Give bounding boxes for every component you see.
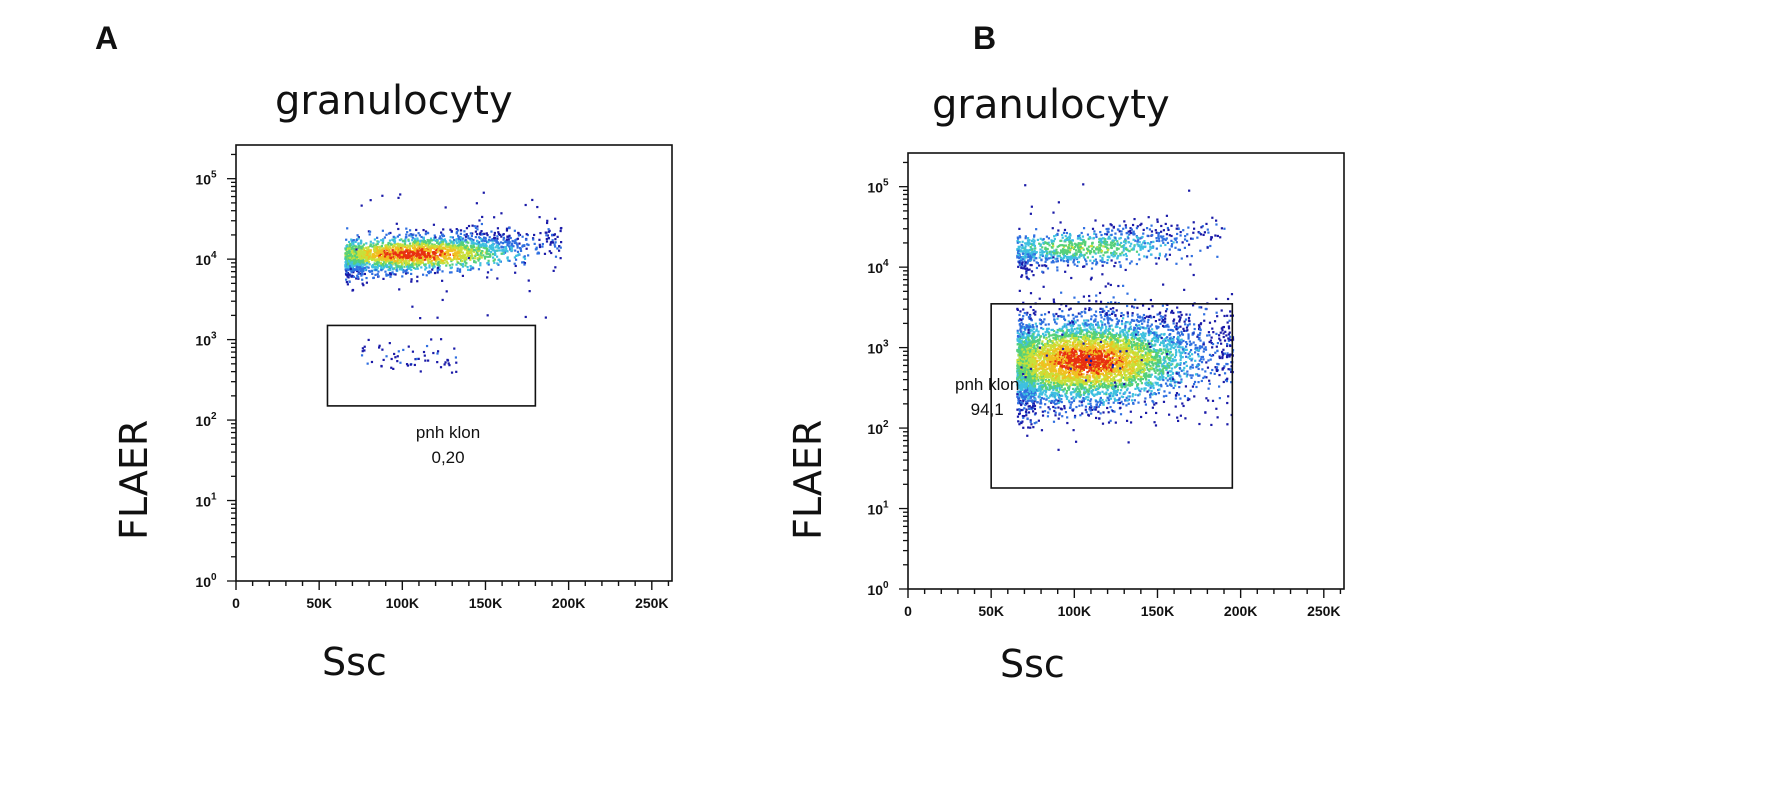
y-tick-label: 104	[867, 258, 889, 276]
x-tick-label: 200K	[1224, 603, 1257, 619]
x-tick-label: 0	[904, 603, 912, 619]
y-tick-label: 103	[867, 339, 889, 357]
chart-title: granulocyty	[275, 78, 513, 124]
event-dots	[1016, 183, 1235, 451]
chart-title: granulocyty	[932, 82, 1170, 128]
x-tick-label: 50K	[306, 595, 332, 611]
x-tick-label: 200K	[552, 595, 585, 611]
y-tick-label: 103	[195, 331, 217, 349]
y-tick-label: 105	[195, 170, 217, 188]
panel-a: A granulocyty FLAER Ssc 0 50K 100K 150K 200K…	[0, 0, 760, 800]
x-tick-label: 150K	[1141, 603, 1174, 619]
plot-frame	[235, 144, 673, 582]
plot-frame	[907, 152, 1345, 590]
x-tick-label: 250K	[635, 595, 668, 611]
gate-rectangle	[990, 303, 1234, 489]
y-tick-label: 102	[195, 411, 217, 429]
panel-b: B granulocyty FLAER Ssc 0 50K 100K 150K 200K…	[770, 0, 1530, 800]
y-tick-label: 100	[867, 580, 889, 598]
event-dots	[344, 191, 563, 374]
y-tick-label: 102	[867, 419, 889, 437]
x-tick-label: 150K	[469, 595, 502, 611]
x-axis-label: Ssc	[322, 640, 387, 684]
x-tick-label: 50K	[978, 603, 1004, 619]
x-tick-label: 0	[232, 595, 240, 611]
x-tick-label: 250K	[1307, 603, 1340, 619]
gate-label: pnh klon	[416, 423, 480, 442]
scatter-plot: 0 50K 100K 150K 200K 250K 100 101 102 103 104 105 pn…	[195, 144, 673, 611]
x-axis-label: Ssc	[1000, 642, 1065, 686]
x-ticks: 0 50K 100K 150K 200K 250K	[904, 589, 1342, 619]
x-tick-label: 100K	[386, 595, 419, 611]
panel-letter: A	[95, 20, 119, 56]
y-tick-label: 104	[195, 250, 217, 268]
gate-label: pnh klon	[955, 375, 1019, 394]
y-ticks: 100 101 102 103 104 105	[195, 153, 236, 590]
gate-value: 0,20	[432, 448, 465, 467]
gate-value: 94,1	[971, 400, 1004, 419]
y-tick-label: 100	[195, 572, 217, 590]
x-tick-label: 100K	[1058, 603, 1091, 619]
gate-rectangle	[326, 324, 537, 407]
y-tick-label: 101	[195, 492, 217, 510]
y-tick-label: 105	[867, 178, 889, 196]
panel-letter: B	[973, 20, 997, 56]
y-ticks: 100 101 102 103 104 105	[867, 161, 908, 598]
x-ticks: 0 50K 100K 150K 200K 250K	[232, 581, 670, 611]
scatter-plot: 0 50K 100K 150K 200K 250K 100 101 102 103 104 105 pn…	[867, 152, 1345, 619]
y-tick-label: 101	[867, 500, 889, 518]
